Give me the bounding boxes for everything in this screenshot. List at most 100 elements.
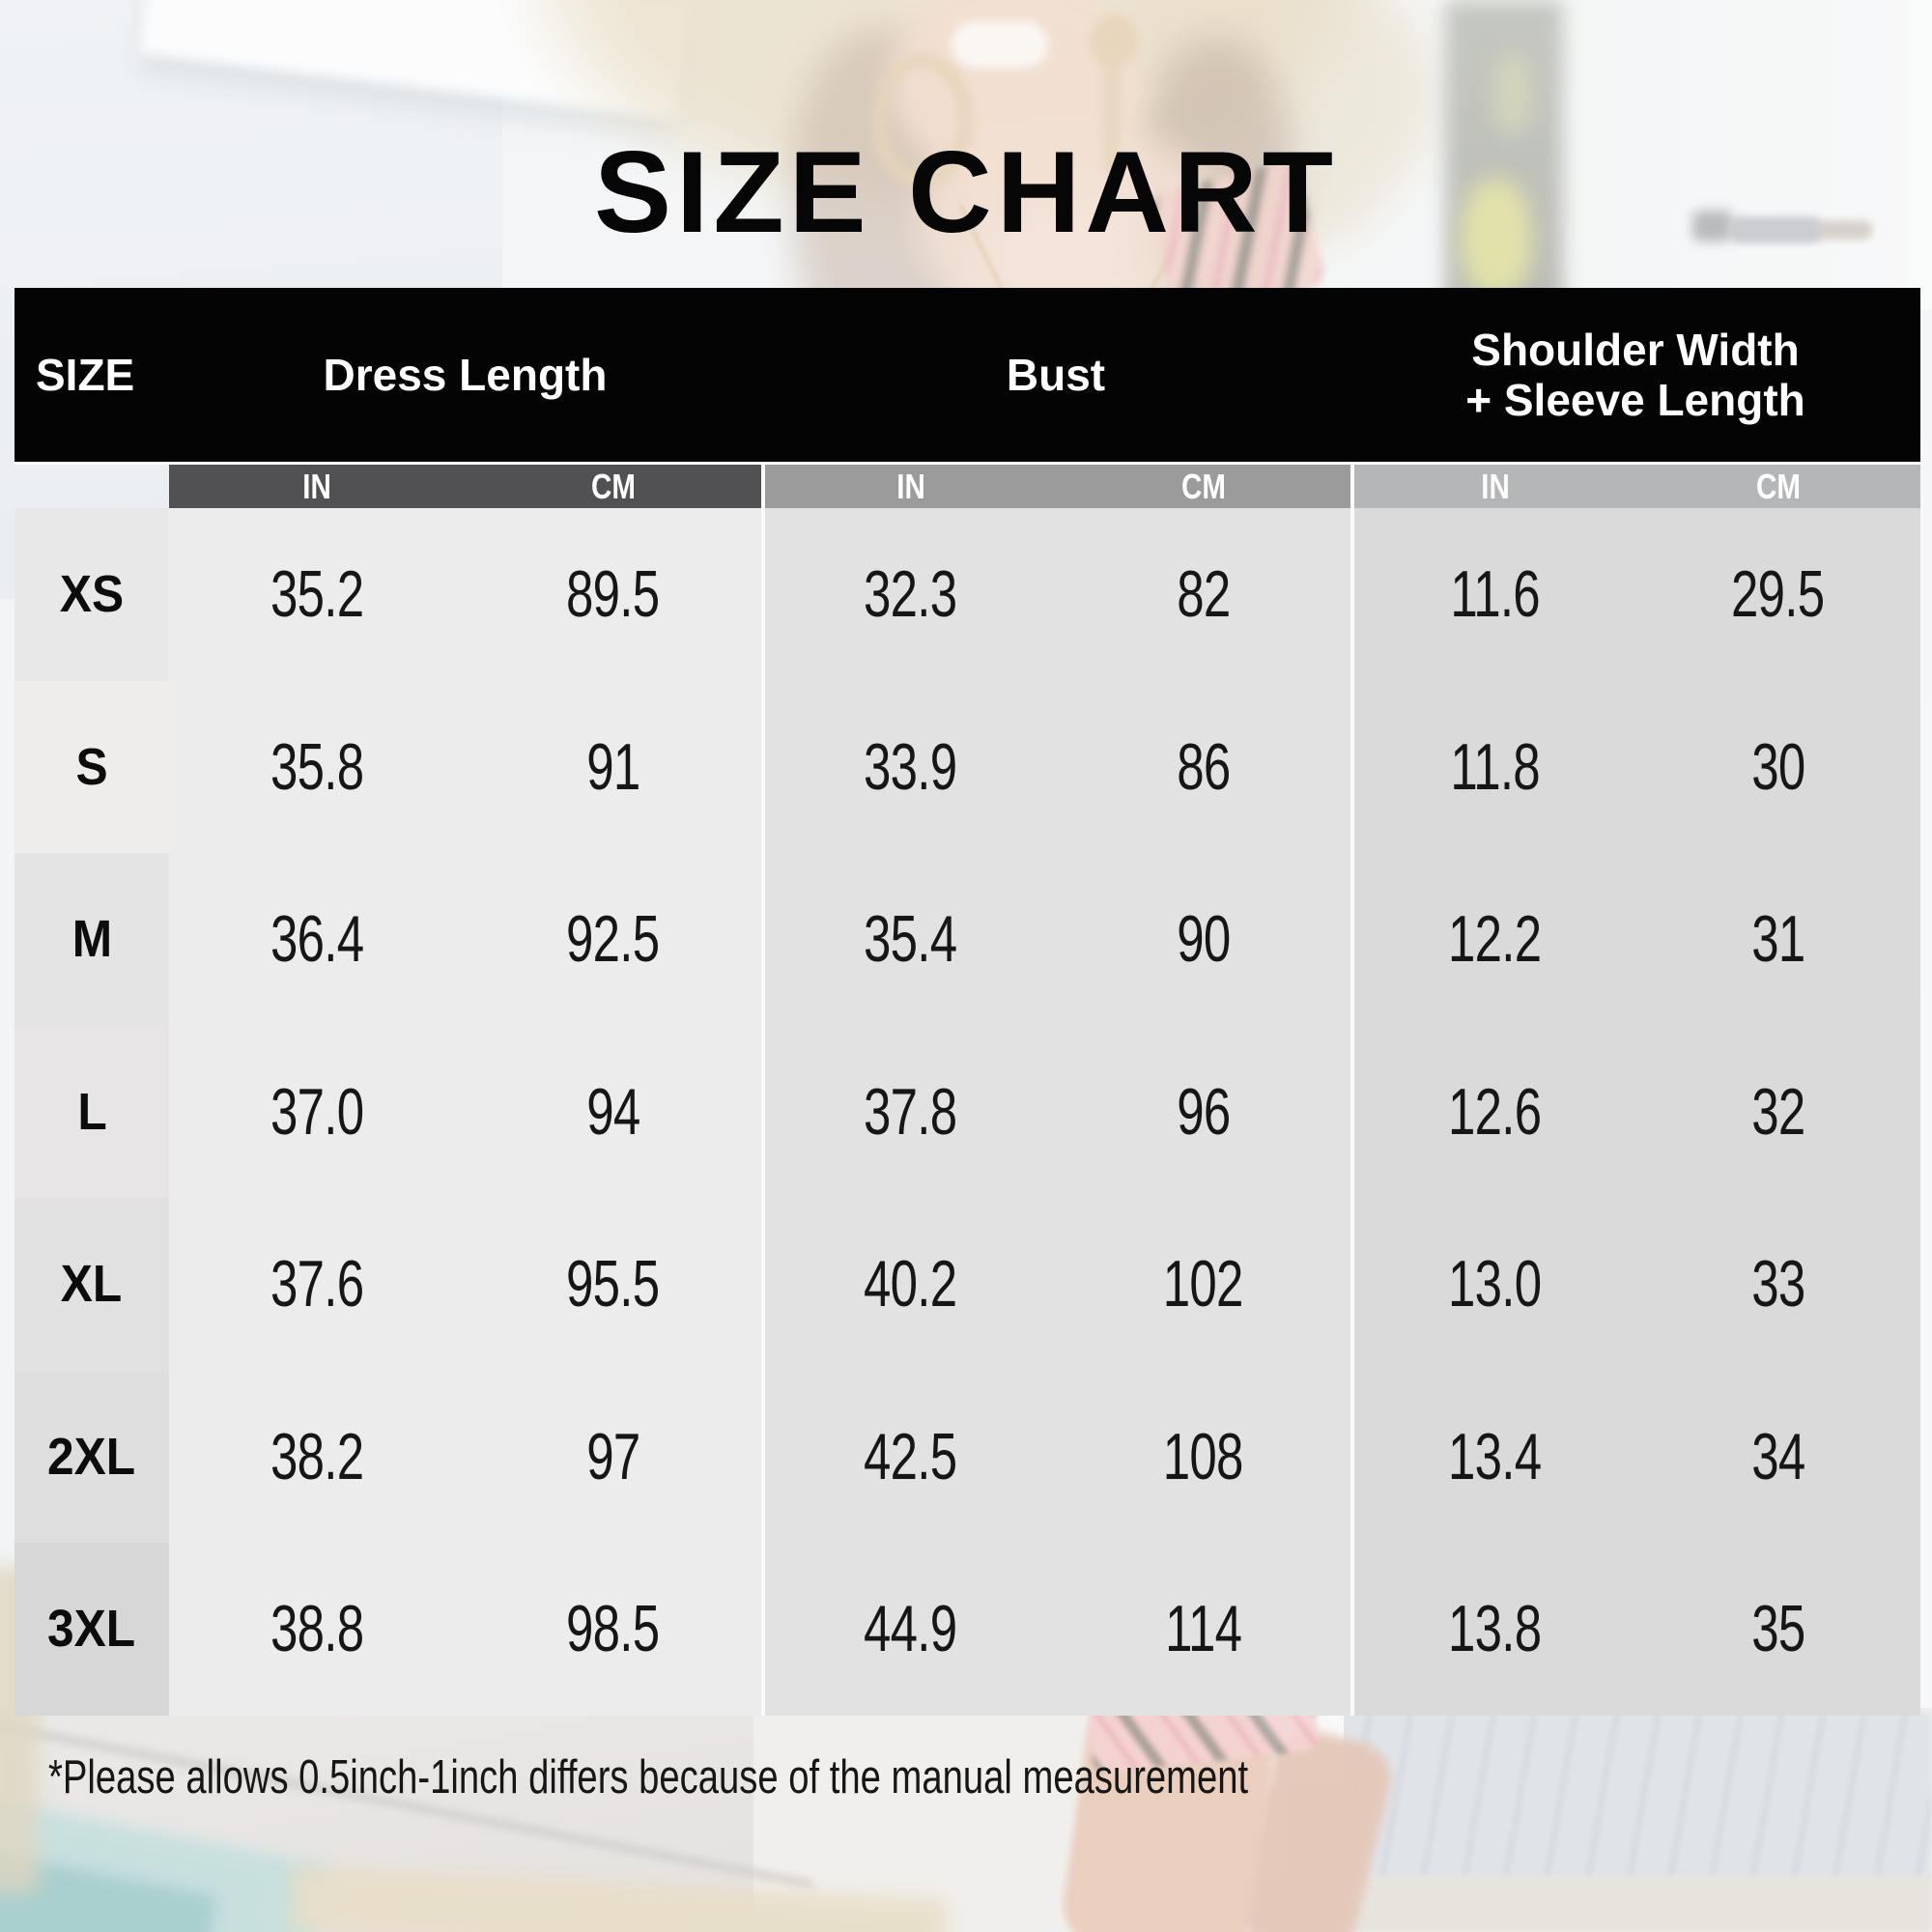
value-cell: 12.6: [1350, 1025, 1635, 1198]
value-cell: 97: [465, 1370, 761, 1543]
measurement-value: 96: [1176, 1074, 1231, 1149]
size-label: XS: [59, 565, 125, 624]
measurement-value: 36.4: [270, 902, 364, 977]
size-label-cell: L: [14, 1025, 169, 1198]
unit-cm-label: CM: [1180, 466, 1226, 506]
value-cell: 35: [1635, 1543, 1920, 1716]
size-label-cell: XL: [14, 1198, 169, 1371]
measurement-value: 32.3: [864, 557, 957, 632]
leg-front-shape: [1057, 1692, 1280, 1932]
white-notch-shape: [1259, 1712, 1344, 1785]
measurement-value: 37.6: [270, 1247, 364, 1321]
measurement-value: 37.0: [270, 1074, 364, 1149]
value-cell: 92.5: [465, 853, 761, 1026]
shoulder-width-label: Shoulder Width: [1471, 324, 1800, 375]
value-cell: 31: [1635, 853, 1920, 1026]
measurement-value: 35: [1750, 1592, 1805, 1666]
measurement-value: 44.9: [864, 1592, 957, 1666]
value-cell: 13.0: [1350, 1198, 1635, 1371]
measurement-value: 40.2: [864, 1247, 957, 1321]
measurement-value: 11.8: [1450, 729, 1540, 804]
value-cell: 37.6: [169, 1198, 465, 1371]
size-column-header: SIZE: [36, 349, 135, 400]
measurement-value: 114: [1164, 1592, 1242, 1666]
unit-in-label: IN: [1480, 466, 1510, 506]
size-label: L: [76, 1082, 107, 1141]
value-cell: 38.8: [169, 1543, 465, 1716]
table-row: 2XL 38.2 97 42.5 108 13.4 34: [14, 1370, 1920, 1543]
measurement-value: 35.8: [270, 729, 364, 804]
value-cell: 96: [1056, 1025, 1350, 1198]
value-cell: 114: [1056, 1543, 1350, 1716]
value-cell: 86: [1056, 680, 1350, 853]
unit-header-cell: CM: [1635, 465, 1920, 508]
unit-cm-label: CM: [590, 466, 636, 506]
table-row: 3XL 38.8 98.5 44.9 114 13.8 35: [14, 1543, 1920, 1716]
value-cell: 35.4: [761, 853, 1056, 1026]
measurement-value: 94: [585, 1074, 640, 1149]
unit-header-cell: CM: [465, 465, 761, 508]
value-cell: 30: [1635, 680, 1920, 853]
measurement-value: 12.2: [1448, 902, 1542, 977]
measurement-value: 13.0: [1448, 1247, 1542, 1321]
value-cell: 40.2: [761, 1198, 1056, 1371]
shoulder-sleeve-column-header: Shoulder Width + Sleeve Length: [1350, 325, 1920, 426]
measurement-value: 35.4: [864, 902, 957, 977]
value-cell: 32.3: [761, 508, 1056, 681]
value-cell: 29.5: [1635, 508, 1920, 681]
table-row: XL 37.6 95.5 40.2 102 13.0 33: [14, 1198, 1920, 1371]
measurement-value: 32: [1750, 1074, 1805, 1149]
table-row: XS 35.2 89.5 32.3 82 11.6 29.5: [14, 508, 1920, 681]
value-cell: 12.2: [1350, 853, 1635, 1026]
bust-column-header: Bust: [761, 350, 1350, 400]
measurement-value: 38.8: [270, 1592, 364, 1666]
unit-header-row: IN CM IN CM IN CM: [14, 462, 1920, 508]
unit-header-spacer: [14, 465, 169, 508]
size-chart-table: SIZE Dress Length Bust Shoulder Width + …: [14, 288, 1920, 1716]
measurement-value: 86: [1176, 729, 1231, 804]
value-cell: 95.5: [465, 1198, 761, 1371]
value-cell: 35.8: [169, 680, 465, 853]
measurement-value: 95.5: [566, 1247, 660, 1321]
measurement-value: 13.8: [1448, 1592, 1542, 1666]
measurement-value: 90: [1176, 902, 1231, 977]
measurement-value: 89.5: [566, 557, 660, 632]
background-bottom: [0, 1708, 1932, 1932]
measurement-value: 92.5: [566, 902, 660, 977]
value-cell: 11.8: [1350, 680, 1635, 853]
unit-header-cell: IN: [761, 465, 1056, 508]
measurement-value: 91: [585, 729, 640, 804]
value-cell: 37.8: [761, 1025, 1056, 1198]
background-shelf: [139, 0, 692, 120]
size-label: XL: [61, 1255, 123, 1314]
dress-length-label: Dress Length: [323, 349, 608, 400]
size-label-cell: S: [14, 680, 169, 853]
value-cell: 44.9: [761, 1543, 1056, 1716]
value-cell: 82: [1056, 508, 1350, 681]
measurement-value: 29.5: [1731, 557, 1825, 632]
size-label: M: [71, 910, 112, 969]
table-row: M 36.4 92.5 35.4 90 12.2 31: [14, 853, 1920, 1026]
table-body: XS 35.2 89.5 32.3 82 11.6 29.5 S 35.8 91 33.9 86 11.…: [14, 508, 1920, 1716]
unit-header-cell: IN: [1350, 465, 1635, 508]
value-cell: 34: [1635, 1370, 1920, 1543]
size-label-cell: 3XL: [14, 1543, 169, 1716]
unit-in-label: IN: [302, 466, 331, 506]
size-label-cell: XS: [14, 508, 169, 681]
measurement-value: 38.2: [270, 1419, 364, 1493]
measurement-footnote: *Please allows 0.5inch-1inch differs bec…: [48, 1751, 1249, 1804]
value-cell: 94: [465, 1025, 761, 1198]
value-cell: 42.5: [761, 1370, 1056, 1543]
floor-right-shape: [1236, 1876, 1932, 1932]
measurement-value: 30: [1750, 729, 1805, 804]
value-cell: 37.0: [169, 1025, 465, 1198]
table-header-row: SIZE Dress Length Bust Shoulder Width + …: [14, 288, 1920, 462]
unit-cm-label: CM: [1755, 466, 1801, 506]
value-cell: 98.5: [465, 1543, 761, 1716]
value-cell: 36.4: [169, 853, 465, 1026]
measurement-value: 13.4: [1448, 1419, 1542, 1493]
size-label-cell: M: [14, 853, 169, 1026]
measurement-value: 42.5: [864, 1419, 957, 1493]
value-cell: 102: [1056, 1198, 1350, 1371]
